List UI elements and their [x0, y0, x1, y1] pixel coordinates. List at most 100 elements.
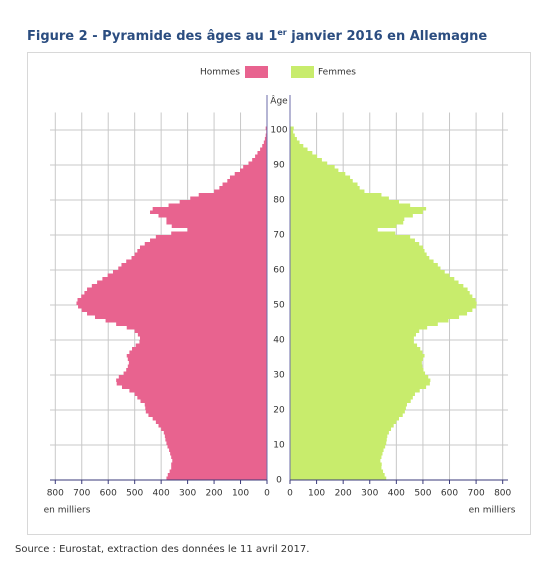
bar: [171, 466, 267, 470]
x-tick-label: 100: [232, 489, 249, 499]
bar: [167, 473, 267, 477]
bar: [290, 459, 381, 463]
bar: [290, 287, 468, 291]
bar: [290, 207, 427, 211]
title-part: Figure 2 - Pyramide des âges au 1: [27, 29, 277, 44]
bar: [290, 445, 386, 449]
bar: [290, 469, 384, 473]
bar: [81, 308, 267, 312]
bar: [290, 277, 455, 281]
bar: [155, 420, 267, 424]
x-tick-label: 700: [468, 489, 485, 499]
x-tick-label: 300: [179, 489, 196, 499]
bar: [290, 448, 384, 452]
bar: [169, 448, 267, 452]
bar: [219, 186, 267, 190]
bar: [77, 298, 268, 302]
bar: [121, 263, 267, 267]
bar: [290, 161, 328, 165]
x-axis-title: en milliers: [44, 506, 91, 516]
bar: [158, 214, 267, 218]
bar: [290, 196, 389, 200]
bar: [290, 354, 425, 358]
bar: [171, 231, 267, 235]
bar: [290, 252, 427, 256]
bar: [234, 172, 267, 176]
bar: [240, 168, 267, 172]
x-tick-label: 500: [126, 489, 143, 499]
bar: [290, 245, 423, 249]
bar: [139, 340, 267, 344]
bar: [171, 455, 267, 459]
bar: [165, 438, 267, 442]
y-tick-label: 50: [273, 301, 285, 311]
bar: [150, 210, 267, 214]
bar: [243, 165, 267, 169]
bar: [248, 161, 267, 165]
bar: [116, 382, 267, 386]
bar: [123, 371, 267, 375]
bar: [150, 238, 267, 242]
legend-label: Femmes: [318, 68, 356, 78]
bar: [290, 361, 422, 365]
bar: [290, 389, 420, 393]
x-tick-label: 600: [441, 489, 458, 499]
y-tick-label: 0: [276, 476, 282, 486]
bar: [290, 137, 297, 141]
bar: [290, 270, 445, 274]
bar: [222, 182, 267, 186]
bar: [290, 441, 387, 445]
bar: [290, 406, 406, 410]
bar: [94, 315, 267, 319]
bar: [290, 305, 477, 309]
bar: [97, 280, 267, 284]
bar: [118, 266, 268, 270]
bar: [290, 357, 423, 361]
y-tick-label: 100: [270, 126, 287, 136]
bar: [190, 196, 267, 200]
bar: [166, 217, 267, 221]
y-tick-label: 60: [273, 266, 285, 276]
bar: [290, 399, 411, 403]
title-part: janvier 2016 en Allemagne: [287, 29, 488, 44]
bar: [290, 266, 441, 270]
bar: [87, 287, 267, 291]
bar: [167, 445, 267, 449]
y-tick-label: 30: [273, 371, 285, 381]
bar: [290, 462, 382, 466]
bar: [164, 434, 267, 438]
bar: [290, 473, 385, 477]
legend-swatch: [291, 66, 314, 78]
bar: [290, 315, 460, 319]
bar: [290, 298, 476, 302]
bar: [290, 238, 415, 242]
bar: [126, 368, 268, 372]
bar: [290, 165, 335, 169]
bar: [290, 249, 425, 253]
bar: [135, 343, 267, 347]
bar: [137, 249, 267, 253]
bar: [290, 410, 405, 414]
bar: [105, 319, 267, 323]
bar: [290, 228, 378, 232]
bar: [290, 455, 382, 459]
bar: [137, 333, 267, 337]
y-axis-title: Âge: [270, 95, 288, 107]
bar: [128, 361, 267, 365]
bar: [166, 476, 267, 480]
bar: [145, 406, 267, 410]
bar: [290, 371, 426, 375]
bar: [171, 224, 267, 228]
bar: [290, 175, 351, 179]
bar: [290, 189, 365, 193]
bar: [290, 385, 427, 389]
bar: [290, 326, 428, 330]
bar: [139, 245, 267, 249]
bar: [144, 403, 267, 407]
bar: [290, 378, 431, 382]
bar: [214, 189, 267, 193]
bar: [290, 417, 399, 421]
bar: [290, 273, 450, 277]
bar: [171, 462, 267, 466]
bar: [290, 476, 387, 480]
